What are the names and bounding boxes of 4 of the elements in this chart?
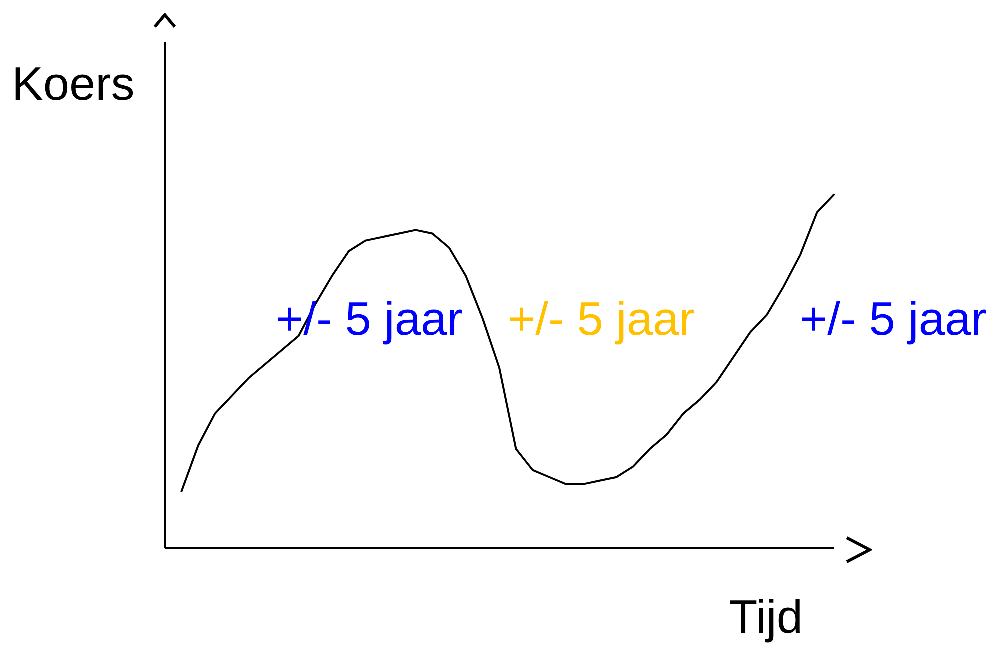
x-axis-title: Tijd (729, 590, 803, 643)
annotation: +/- 5 jaar (800, 292, 987, 345)
annotation: +/- 5 jaar (508, 292, 695, 345)
y-axis-title: Koers (12, 57, 135, 110)
